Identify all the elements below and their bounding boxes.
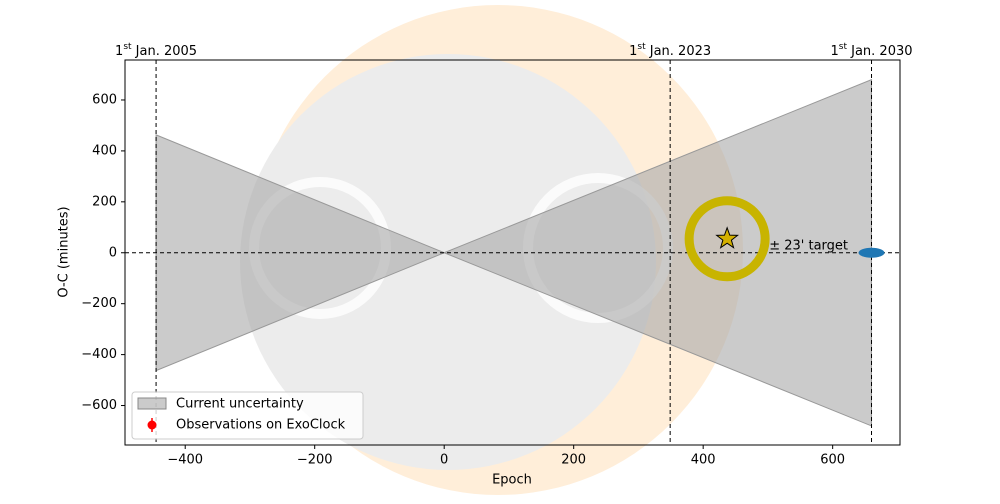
legend-swatch	[137, 397, 167, 410]
x-tick-label: 600	[820, 453, 845, 468]
y-tick-label: −400	[81, 347, 117, 362]
date-label: 1st Jan. 2023	[629, 42, 711, 59]
legend: Current uncertainty Observations on ExoC…	[131, 391, 364, 440]
y-tick-label: 0	[109, 245, 117, 260]
y-tick-label: 600	[92, 92, 117, 107]
x-tick-label: −200	[297, 453, 333, 468]
y-tick-label: −600	[81, 398, 117, 413]
date-text: Jan. 2005	[132, 44, 198, 59]
x-tick-label: 0	[440, 453, 448, 468]
x-tick-label: 200	[561, 453, 586, 468]
date-text: Jan. 2023	[646, 44, 712, 59]
legend-label: Current uncertainty	[176, 397, 304, 412]
y-tick-label: 400	[92, 143, 117, 158]
x-tick-label: −400	[167, 453, 203, 468]
legend-label: Observations on ExoClock	[176, 418, 346, 433]
date-day: 1	[830, 44, 838, 59]
y-tick-label: 200	[92, 194, 117, 209]
y-axis-label: O-C (minutes)	[57, 206, 72, 297]
target-star	[715, 226, 739, 249]
y-tick-label: −200	[81, 296, 117, 311]
date-text: Jan. 2030	[847, 44, 913, 59]
date-day: 1	[115, 44, 123, 59]
date-suffix: st	[839, 42, 848, 52]
date-suffix: st	[123, 42, 132, 52]
date-label: 1st Jan. 2030	[830, 42, 912, 59]
annotation: ± 23' target	[769, 238, 848, 253]
x-axis-label: Epoch	[492, 473, 532, 488]
target-ring	[684, 196, 770, 282]
prediction	[858, 247, 885, 258]
date-label: 1st Jan. 2005	[115, 42, 197, 59]
x-tick-label: 400	[691, 453, 716, 468]
date-day: 1	[629, 44, 637, 59]
legend-marker	[147, 420, 157, 430]
date-suffix: st	[637, 42, 646, 52]
